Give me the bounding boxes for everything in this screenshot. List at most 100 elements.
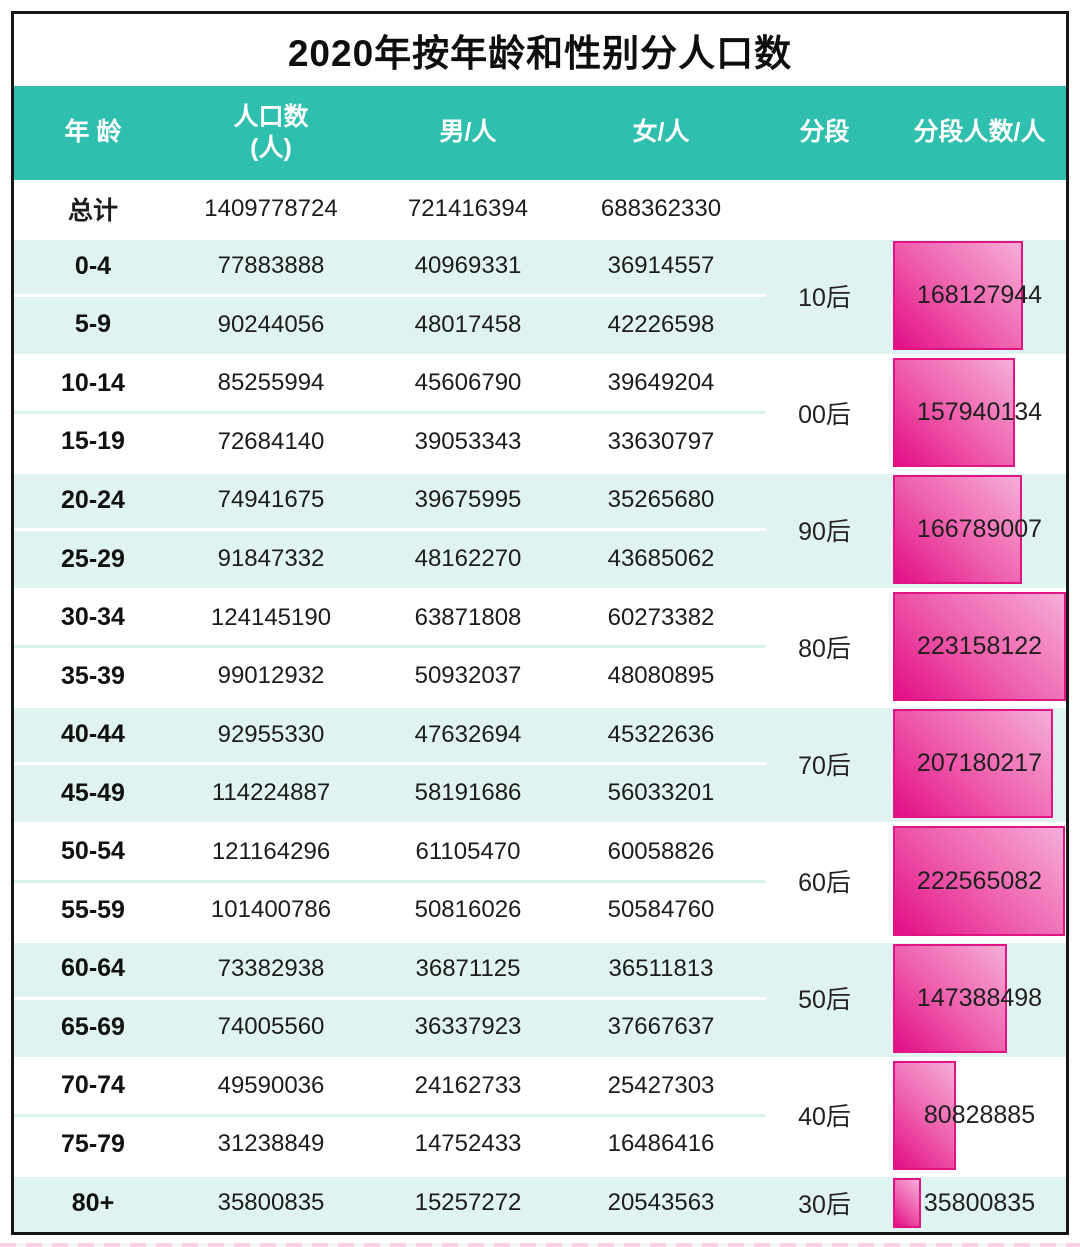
segment-bar <box>893 826 1066 936</box>
segment-label: 70后 <box>798 751 851 780</box>
age-cell: 30-34 <box>61 603 125 632</box>
female-cell: 60273382 <box>607 603 715 631</box>
female-cell: 36511813 <box>608 954 714 982</box>
col-header-segment: 分段 <box>799 118 850 147</box>
female-cell: 37667637 <box>607 1013 715 1041</box>
female-cell: 20543563 <box>607 1189 715 1217</box>
male-cell: 36871125 <box>415 954 521 982</box>
segment-bar <box>893 358 1016 468</box>
population-cell: 85255994 <box>217 369 325 397</box>
male-cell: 14752433 <box>414 1130 522 1158</box>
male-cell: 45606790 <box>414 369 522 397</box>
age-cell: 5-9 <box>74 310 112 339</box>
age-cell: 35-39 <box>61 661 125 690</box>
col-header-population-line1: 人口数 <box>233 102 309 131</box>
male-cell: 47632694 <box>414 720 522 748</box>
segment-bar <box>893 241 1023 351</box>
age-group-row: 56033201 58191686 114224887 45-49 45322636 47… <box>14 705 1066 823</box>
population-cell: 35800835 <box>217 1189 325 1217</box>
female-cell: 45322636 <box>607 720 715 748</box>
total-male: 721416394 <box>407 194 529 222</box>
age-cell: 25-29 <box>61 544 125 573</box>
total-row: 总计 1409778724 721416394 688362330 <box>14 180 1066 237</box>
male-cell: 48162270 <box>414 545 522 572</box>
population-cell: 99012932 <box>217 662 325 690</box>
male-cell: 61105470 <box>415 837 521 865</box>
segment-bar <box>893 592 1066 702</box>
population-cell: 101400786 <box>210 896 332 924</box>
population-cell: 77883888 <box>217 252 325 280</box>
segment-count-value: 80828885 <box>923 1100 1036 1129</box>
segment-count-cell: 168127944 <box>893 237 1066 354</box>
total-label: 总计 <box>67 196 118 225</box>
female-cell: 16486416 <box>607 1130 715 1158</box>
female-cell: 39649204 <box>607 369 715 397</box>
population-cell: 124145190 <box>210 603 332 631</box>
age-cell: 65-69 <box>61 1012 125 1041</box>
segment-label: 30后 <box>798 1191 851 1220</box>
segment-count-cell: 157940134 <box>893 354 1066 471</box>
male-cell: 40969331 <box>414 252 522 280</box>
male-cell: 24162733 <box>414 1071 522 1099</box>
age-cell: 80+ <box>71 1188 115 1217</box>
title-bar: 2020年按年龄和性别分人口数 <box>14 14 1066 86</box>
age-cell: 60-64 <box>61 954 125 983</box>
segment-count-cell: 222565082 <box>893 822 1066 939</box>
population-cell: 121164296 <box>211 837 331 865</box>
population-cell: 49590036 <box>217 1071 325 1099</box>
segment-bar <box>893 943 1007 1053</box>
male-cell: 15257272 <box>414 1189 522 1217</box>
segment-bar <box>893 1177 921 1229</box>
female-cell: 43685062 <box>607 545 715 572</box>
age-group-row: 37667637 36337923 74005560 65-69 36511813 368… <box>14 939 1066 1057</box>
segment-count-value: 223158122 <box>916 632 1043 661</box>
age-group-row: 20543563 15257272 35800835 80+ 30后 35800835 <box>14 1173 1066 1233</box>
age-cell: 45-49 <box>61 778 125 807</box>
female-cell: 42226598 <box>607 310 715 338</box>
segment-bar <box>893 1060 956 1170</box>
male-cell: 39675995 <box>414 486 522 514</box>
population-cell: 114224887 <box>211 779 331 807</box>
male-cell: 48017458 <box>414 310 522 338</box>
female-cell: 56033201 <box>607 779 715 807</box>
col-header-population: 人口数 (人) <box>172 102 370 165</box>
segment-count-value: 168127944 <box>916 281 1043 310</box>
population-cell: 90244056 <box>217 310 325 338</box>
segment-count-value: 207180217 <box>916 749 1043 778</box>
age-cell: 40-44 <box>61 720 125 749</box>
age-cell: 15-19 <box>61 427 125 456</box>
segment-count-cell: 147388498 <box>893 940 1066 1057</box>
age-cell: 50-54 <box>61 837 125 866</box>
segment-bar <box>893 475 1022 585</box>
col-header-female: 女/人 <box>632 118 690 147</box>
page-title: 2020年按年龄和性别分人口数 <box>287 33 793 74</box>
segment-label: 90后 <box>798 517 851 546</box>
female-cell: 25427303 <box>607 1071 715 1099</box>
population-cell: 72684140 <box>217 427 325 455</box>
age-cell: 10-14 <box>61 368 125 397</box>
total-population: 1409778724 <box>204 194 338 222</box>
col-header-population-line2: (人) <box>250 134 292 162</box>
population-cell: 74005560 <box>217 1013 325 1041</box>
female-cell: 35265680 <box>607 486 715 514</box>
population-table: 2020年按年龄和性别分人口数 年 龄 人口数 (人) 男/人 女/人 分段 分… <box>11 11 1069 1235</box>
segment-count-value: 222565082 <box>916 866 1043 895</box>
segment-label: 50后 <box>798 986 851 1015</box>
age-cell: 55-59 <box>61 895 125 924</box>
male-cell: 50932037 <box>414 662 522 690</box>
segment-count-cell: 80828885 <box>893 1057 1066 1174</box>
segment-label: 40后 <box>798 1103 851 1132</box>
col-header-male: 男/人 <box>439 118 497 147</box>
segment-count-value: 35800835 <box>923 1188 1036 1217</box>
segment-count-cell: 35800835 <box>893 1174 1066 1233</box>
table-header: 年 龄 人口数 (人) 男/人 女/人 分段 分段人数/人 <box>14 86 1066 180</box>
col-header-segment-count: 分段人数/人 <box>913 118 1046 147</box>
female-cell: 48080895 <box>607 662 715 690</box>
female-cell: 36914557 <box>607 252 715 280</box>
female-cell: 60058826 <box>607 837 715 865</box>
age-group-row: 48080895 50932037 99012932 35-39 60273382 638… <box>14 588 1066 706</box>
segment-count-value: 166789007 <box>916 515 1043 544</box>
population-cell: 92955330 <box>217 720 325 748</box>
male-cell: 36337923 <box>414 1013 522 1041</box>
segment-count-cell: 207180217 <box>893 705 1066 822</box>
